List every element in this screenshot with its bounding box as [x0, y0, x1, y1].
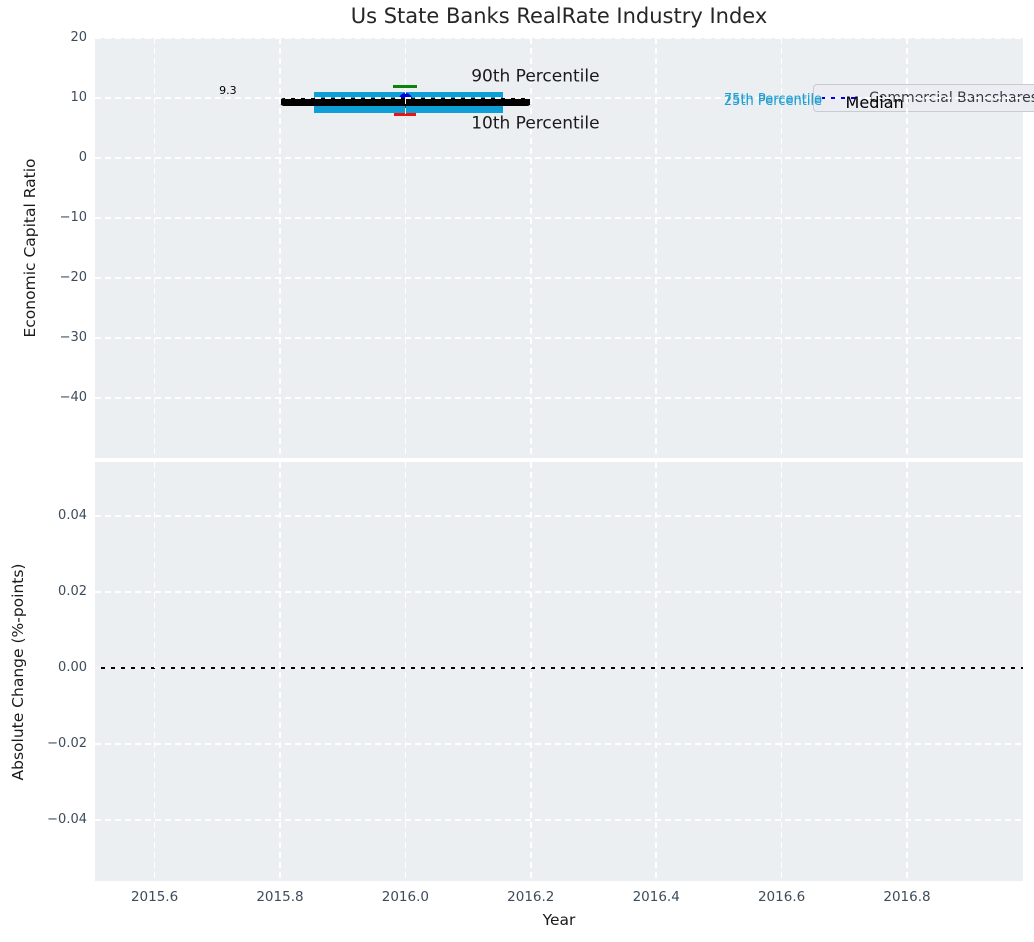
x-tick-label: 2016.6 [757, 889, 806, 905]
bottom-y-tick-label: 0.00 [58, 659, 87, 675]
top-y-tick-label: −20 [59, 270, 87, 285]
gridline-horizontal [95, 819, 1023, 821]
annotation-median-label: Median [845, 93, 904, 112]
x-tick-label: 2016.0 [381, 889, 429, 905]
top-y-tick-label: −30 [59, 330, 87, 345]
gridline-horizontal [95, 277, 1023, 279]
gridline-vertical [279, 38, 281, 458]
gridline-vertical [153, 462, 156, 881]
top-plot-area: Commercial Bancshares INC Oh [95, 37, 1034, 458]
gridline-vertical [153, 38, 156, 458]
top-y-tick-label: 10 [70, 90, 87, 105]
gridline-horizontal [95, 157, 1023, 159]
x-tick-label: 2015.8 [256, 889, 304, 905]
top-y-tick-label: 20 [70, 30, 87, 45]
gridline-vertical [530, 462, 532, 881]
gridline-horizontal [95, 743, 1023, 745]
gridline-vertical [404, 38, 407, 458]
gridline-horizontal [95, 217, 1023, 219]
annotation-median-value: 9.3 [219, 83, 237, 97]
gridline-vertical [279, 462, 281, 881]
bottom-plot-area [95, 462, 1023, 881]
gridline-vertical [780, 38, 783, 458]
x-tick-label: 2016.2 [507, 889, 555, 905]
gridline-horizontal [95, 37, 1023, 39]
gridline-horizontal [95, 337, 1023, 339]
annotation-p90-label: 90th Percentile [471, 66, 600, 87]
gridline-vertical [404, 462, 407, 881]
x-axis-label: Year [542, 911, 576, 929]
gridline-vertical [530, 38, 532, 458]
chart-title: Us State Banks RealRate Industry Index [350, 4, 768, 28]
gridline-horizontal [95, 591, 1023, 593]
top-y-axis-label: Economic Capital Ratio [21, 158, 39, 338]
annotation-p75-label: 75th Percentile [723, 91, 823, 107]
annotation-p25-label: 25th Percentile [723, 93, 823, 109]
x-tick-label: 2015.6 [130, 889, 179, 905]
bottom-y-tick-label: 0.02 [58, 583, 87, 599]
annotation-p10-label: 10th Percentile [471, 114, 600, 135]
gridline-vertical [906, 38, 908, 458]
gridline-vertical [780, 462, 783, 881]
bottom-y-tick-label: −0.04 [47, 811, 87, 827]
bottom-y-tick-label: −0.02 [47, 735, 87, 751]
gridline-horizontal [95, 667, 1023, 669]
top-y-tick-label: −40 [59, 390, 87, 405]
gridline-horizontal [95, 97, 1023, 99]
top-y-tick-label: 0 [78, 150, 87, 165]
gridline-horizontal [95, 515, 1023, 517]
gridline-vertical [655, 462, 657, 881]
bottom-y-tick-label: 0.04 [58, 507, 87, 523]
top-y-tick-label: −10 [59, 210, 87, 225]
gridline-horizontal [95, 397, 1023, 399]
x-tick-label: 2016.4 [632, 889, 680, 905]
gridline-vertical [906, 462, 908, 881]
x-tick-label: 2016.8 [883, 889, 931, 905]
gridline-vertical [655, 38, 657, 458]
